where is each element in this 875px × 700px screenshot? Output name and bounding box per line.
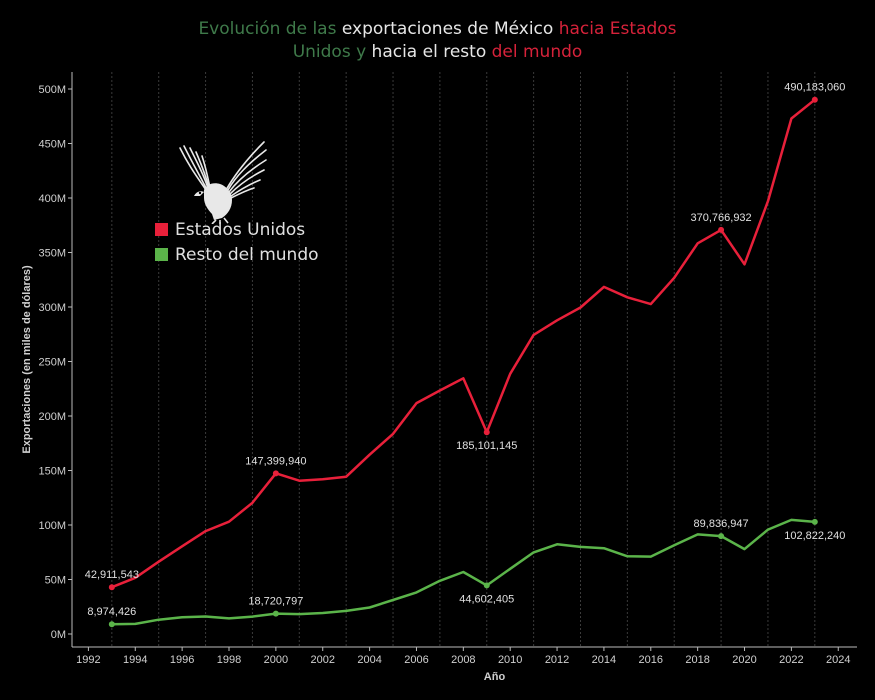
title-segment: Unidos y (292, 42, 372, 62)
data-label: 102,822,240 (784, 530, 845, 542)
y-tick-label: 0M (51, 629, 66, 641)
x-tick-label: 1998 (217, 654, 241, 666)
data-label: 44,602,405 (459, 593, 514, 605)
chart-title-line-1: Evolución de las exportaciones de México… (0, 18, 875, 40)
y-tick-label: 350M (38, 248, 66, 260)
series-line-rest (111, 518, 815, 626)
title-segment: hacia el resto (371, 42, 492, 62)
data-point-marker (811, 518, 818, 525)
legend-swatch-red (155, 223, 168, 236)
x-tick-label: 2004 (357, 654, 381, 666)
title-segment: hacia Estados (558, 19, 677, 39)
x-tick-label: 1996 (170, 654, 194, 666)
title-segment: del mundo (491, 42, 583, 62)
data-label: 8,974,426 (87, 606, 136, 618)
y-tick-label: 100M (38, 520, 66, 532)
eagle-icon (179, 141, 267, 224)
title-segment: exportaciones de México (341, 19, 559, 39)
x-tick-label: 2002 (310, 654, 334, 666)
chart-title-line-2: Unidos y hacia el resto del mundo (0, 41, 875, 63)
x-tick-label: 2016 (639, 654, 663, 666)
x-tick-label: 1992 (76, 654, 100, 666)
data-label: 18,720,797 (248, 596, 303, 608)
y-tick-label: 50M (45, 575, 66, 587)
y-tick-label: 200M (38, 411, 66, 423)
legend-label: Estados Unidos (175, 220, 306, 240)
data-point-marker (272, 610, 279, 617)
x-tick-label: 2010 (498, 654, 522, 666)
x-axis-title: Año (484, 671, 506, 683)
data-point-marker (718, 226, 725, 233)
y-tick-label: 250M (38, 357, 66, 369)
y-axis-title: Exportaciones (en miles de dólares) (21, 265, 33, 454)
legend-label: Resto del mundo (175, 245, 319, 265)
legend-item-rest: Resto del mundo (155, 245, 319, 265)
y-tick-label: 500M (38, 84, 66, 96)
data-label: 89,836,947 (694, 518, 749, 530)
y-tick-label: 450M (38, 139, 66, 151)
x-tick-label: 2012 (545, 654, 569, 666)
y-tick-label: 300M (38, 302, 66, 314)
data-label: 42,911,543 (85, 569, 139, 581)
data-point-marker (108, 584, 115, 591)
data-point-marker (811, 96, 818, 103)
data-point-marker (272, 470, 279, 477)
x-tick-label: 2008 (451, 654, 475, 666)
y-tick-label: 150M (38, 466, 66, 478)
x-tick-label: 2018 (685, 654, 709, 666)
series-line-us (111, 98, 816, 589)
data-point-marker (483, 429, 490, 436)
data-label: 185,101,145 (456, 440, 517, 452)
x-tick-label: 2024 (826, 654, 850, 666)
x-tick-label: 2022 (779, 654, 803, 666)
data-label: 370,766,932 (691, 212, 752, 224)
title-segment: Evolución de las (198, 19, 342, 39)
data-point-marker (108, 621, 115, 628)
y-tick-label: 400M (38, 193, 66, 205)
legend-swatch-green (155, 248, 168, 261)
data-label: 490,183,060 (784, 82, 845, 94)
data-point-marker (718, 533, 725, 540)
x-tick-label: 2000 (264, 654, 288, 666)
x-tick-label: 2020 (732, 654, 756, 666)
x-tick-label: 2014 (592, 654, 616, 666)
x-tick-label: 1994 (123, 654, 147, 666)
x-tick-label: 2006 (404, 654, 428, 666)
data-point-marker (483, 582, 490, 589)
legend-item-us: Estados Unidos (155, 220, 305, 240)
data-label: 147,399,940 (245, 455, 306, 467)
